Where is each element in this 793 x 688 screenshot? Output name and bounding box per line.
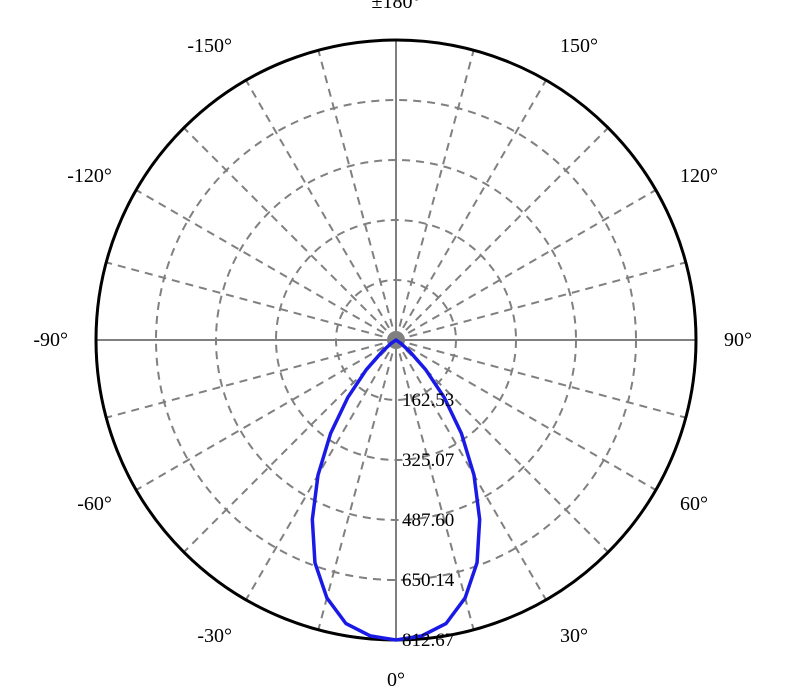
polar-chart: 162.53 325.07 487.60 650.14 812.67 ±180° 150° 1… [0, 0, 793, 688]
angle-label: -60° [77, 493, 112, 515]
angle-label: 90° [724, 329, 752, 351]
radial-label: 325.07 [402, 450, 454, 471]
angle-label: 120° [680, 165, 718, 187]
angle-label: 60° [680, 493, 708, 515]
radial-label: 812.67 [402, 630, 454, 651]
angle-label: 150° [560, 35, 598, 57]
angle-label: 30° [560, 625, 588, 647]
angle-label: -90° [33, 329, 68, 351]
radial-label: 162.53 [402, 390, 454, 411]
radial-label: 487.60 [402, 510, 454, 531]
angle-label: -150° [187, 35, 232, 57]
angle-label: 0° [387, 669, 405, 688]
angle-label: -30° [197, 625, 232, 647]
angle-label: -120° [67, 165, 112, 187]
radial-label: 650.14 [402, 570, 455, 591]
angle-label: ±180° [372, 0, 421, 13]
